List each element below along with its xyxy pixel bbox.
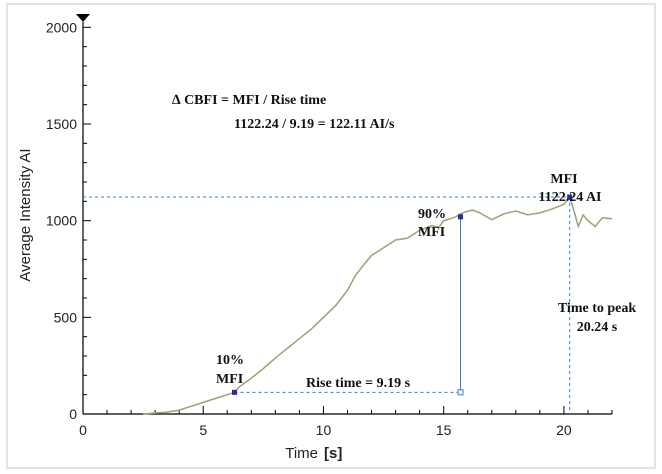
chart-border bbox=[6, 3, 656, 469]
y-axis-label: Average Intensity AI bbox=[17, 148, 34, 281]
x-axis-unit: [s] bbox=[324, 445, 342, 462]
p90-label-line1: 90% bbox=[418, 207, 446, 222]
y-tick-label: 1000 bbox=[46, 213, 77, 229]
markers bbox=[231, 194, 573, 396]
x-tick-label: 5 bbox=[199, 422, 207, 438]
p10-label-line1: 10% bbox=[216, 353, 244, 368]
p10-marker bbox=[231, 389, 237, 395]
mfi-label-line1: MFI bbox=[550, 172, 577, 187]
cursor-marker-icon bbox=[76, 14, 90, 22]
peak-marker bbox=[567, 194, 573, 200]
rise-end-marker bbox=[457, 389, 464, 396]
time-to-peak-line2: 20.24 s bbox=[577, 320, 618, 335]
annotation-lines bbox=[83, 196, 571, 414]
time-to-peak-line1: Time to peak bbox=[558, 301, 637, 316]
x-tick-label: 0 bbox=[79, 422, 87, 438]
axes: 0 500 1000 1500 2000 0 5 10 15 20 bbox=[46, 19, 613, 438]
x-tick-label: 15 bbox=[436, 422, 452, 438]
x-tick-label: 20 bbox=[556, 422, 572, 438]
y-tick-label: 500 bbox=[54, 309, 78, 325]
rise-time-label: Rise time = 9.19 s bbox=[306, 376, 411, 391]
p90-marker bbox=[458, 214, 464, 220]
mfi-label-line2: 1122.24 AI bbox=[538, 190, 601, 205]
x-axis-label: Time bbox=[285, 445, 318, 462]
formula-text: ∆ CBFI = MFI / Rise time bbox=[172, 93, 326, 108]
calculation-text: 1122.24 / 9.19 = 122.11 AI/s bbox=[234, 117, 395, 132]
x-tick-label: 10 bbox=[316, 422, 332, 438]
p90-label-line2: MFI bbox=[418, 225, 445, 240]
y-tick-label: 2000 bbox=[46, 19, 77, 35]
y-tick-label: 1500 bbox=[46, 116, 77, 132]
p10-label-line2: MFI bbox=[216, 372, 243, 387]
y-tick-label: 0 bbox=[69, 406, 77, 422]
